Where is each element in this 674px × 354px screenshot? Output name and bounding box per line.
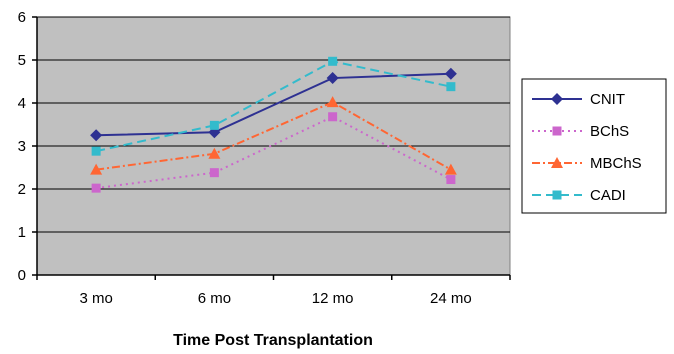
y-tick-label: 3 [18,138,26,155]
data-point-mbchs [208,147,221,159]
series-lines [95,60,452,190]
data-point-cadi [91,146,101,156]
data-point-cadi [328,56,338,66]
legend-label-mbchs: MBChS [590,155,642,172]
data-point-cnit [444,67,457,80]
y-tick-label: 6 [18,9,26,26]
data-point-cnit [326,72,339,85]
y-tick-label: 5 [18,52,26,69]
y-tick-label: 1 [18,224,26,241]
data-point-cadi [209,120,219,130]
legend-marker-cadi [552,190,562,200]
data-point-cnit [90,129,103,142]
x-axis-title: Time Post Transplantation [173,332,373,349]
x-tick-label: 12 mo [312,290,354,307]
data-point-bchs [446,175,456,185]
legend-box [521,78,667,214]
x-tick-label: 24 mo [430,290,472,307]
y-ticks: 0 1 2 3 4 5 6 [18,9,37,284]
series-line-cnit [96,72,451,137]
data-point-mbchs [90,163,103,175]
legend-marker-mbchs [551,157,563,168]
legend-marker-bchs [552,126,562,136]
legend-marker-cnit [551,93,563,105]
y-tick-label: 0 [18,267,26,284]
legend-label-cnit: CNIT [590,91,625,108]
x-ticks: 3 mo 6 mo 12 mo 24 mo [36,275,511,307]
data-point-cadi [446,82,456,92]
data-point-bchs [91,183,101,193]
legend-label-cadi: CADI [590,187,626,204]
data-point-mbchs [444,163,457,175]
x-tick-label: 3 mo [79,290,112,307]
data-point-mbchs [326,96,339,108]
x-tick-label: 6 mo [198,290,231,307]
series-line-mbchs [95,101,452,171]
y-tick-label: 4 [18,95,26,112]
data-point-bchs [328,112,338,122]
legend: CNIT BChS MBChS CADI [521,78,667,214]
series-line-cadi [95,60,452,153]
y-tick-label: 2 [18,181,26,198]
legend-label-bchs: BChS [590,123,629,140]
data-point-bchs [209,168,219,178]
series-markers [90,56,457,193]
